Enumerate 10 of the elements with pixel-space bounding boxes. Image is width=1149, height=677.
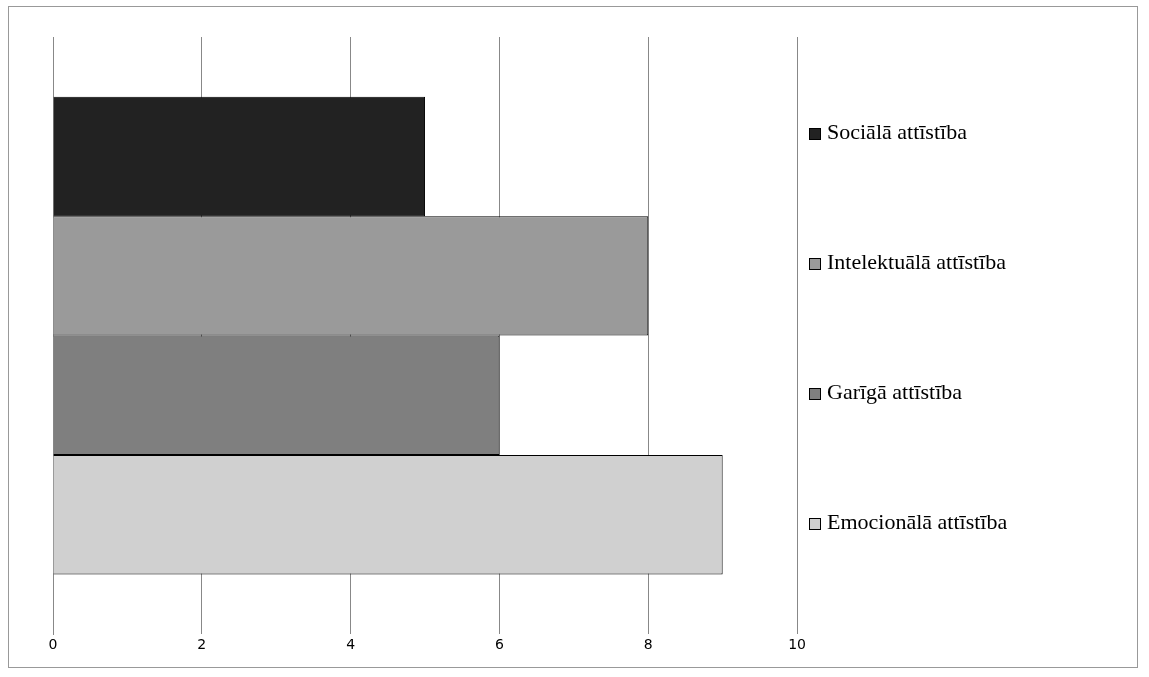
x-tick-label: 6 <box>494 636 504 653</box>
legend-label: Sociālā attīstība <box>827 119 967 144</box>
x-tick-label: 10 <box>788 636 807 653</box>
legend-label: Emocionālā attīstība <box>827 509 1008 534</box>
legend-label: Intelektuālā attīstība <box>827 249 1006 274</box>
legend-label: Garīgā attīstība <box>827 379 963 404</box>
x-tick-label: 8 <box>643 636 653 653</box>
x-tick-label: 0 <box>48 636 58 653</box>
x-tick-label: 2 <box>197 636 207 653</box>
x-tick-label: 4 <box>346 636 356 653</box>
